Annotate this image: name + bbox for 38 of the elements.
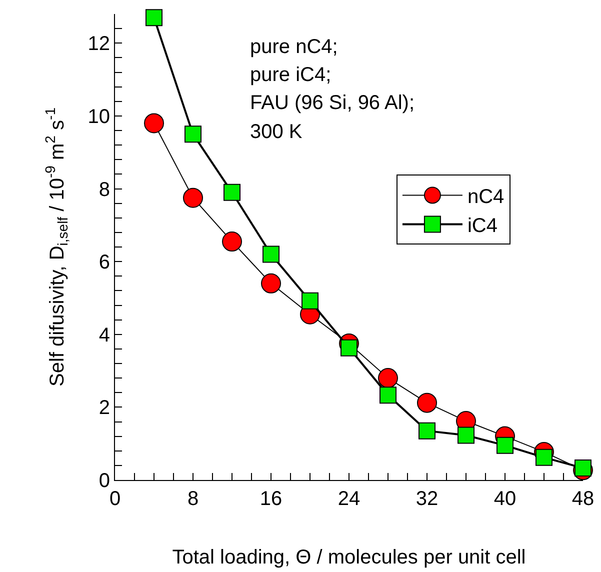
annotation: pure iC4; bbox=[250, 64, 332, 86]
y-tick-label: 6 bbox=[98, 252, 110, 274]
y-tick-label: 0 bbox=[98, 470, 110, 492]
point bbox=[496, 436, 514, 454]
annotation: FAU (96 Si, 96 Al); bbox=[250, 92, 415, 114]
x-axis-title: Total loading, Θ / molecules per unit cell bbox=[172, 546, 526, 568]
y-tick-label: 10 bbox=[88, 106, 110, 128]
point bbox=[261, 273, 281, 294]
point bbox=[302, 292, 318, 310]
legend-label: iC4 bbox=[467, 215, 498, 238]
x-tick-label: 24 bbox=[338, 488, 360, 510]
point bbox=[184, 126, 202, 143]
point bbox=[536, 448, 552, 466]
point bbox=[458, 426, 474, 444]
x-tick-label: 16 bbox=[260, 488, 282, 510]
point bbox=[417, 392, 437, 413]
x-tick-label: 40 bbox=[494, 488, 516, 510]
x-tick-label: 48 bbox=[572, 488, 594, 510]
legend-label: nC4 bbox=[467, 186, 504, 208]
point bbox=[574, 459, 592, 476]
point bbox=[262, 246, 280, 263]
point bbox=[224, 184, 240, 201]
x-tick-label: 8 bbox=[187, 488, 199, 510]
y-tick-label: 12 bbox=[88, 33, 110, 56]
point bbox=[380, 386, 396, 404]
point bbox=[146, 9, 162, 26]
point bbox=[144, 113, 164, 134]
point bbox=[183, 188, 203, 208]
point bbox=[418, 422, 436, 440]
point bbox=[222, 232, 242, 252]
annotation: pure nC4; bbox=[250, 36, 338, 58]
x-tick-label: 32 bbox=[416, 488, 438, 510]
annotation: 300 K bbox=[250, 121, 303, 143]
y-tick-label: 4 bbox=[98, 324, 110, 346]
y-tick-label: 2 bbox=[98, 397, 110, 420]
point bbox=[378, 368, 398, 388]
y-tick-label: 8 bbox=[98, 178, 110, 201]
point bbox=[340, 339, 358, 356]
